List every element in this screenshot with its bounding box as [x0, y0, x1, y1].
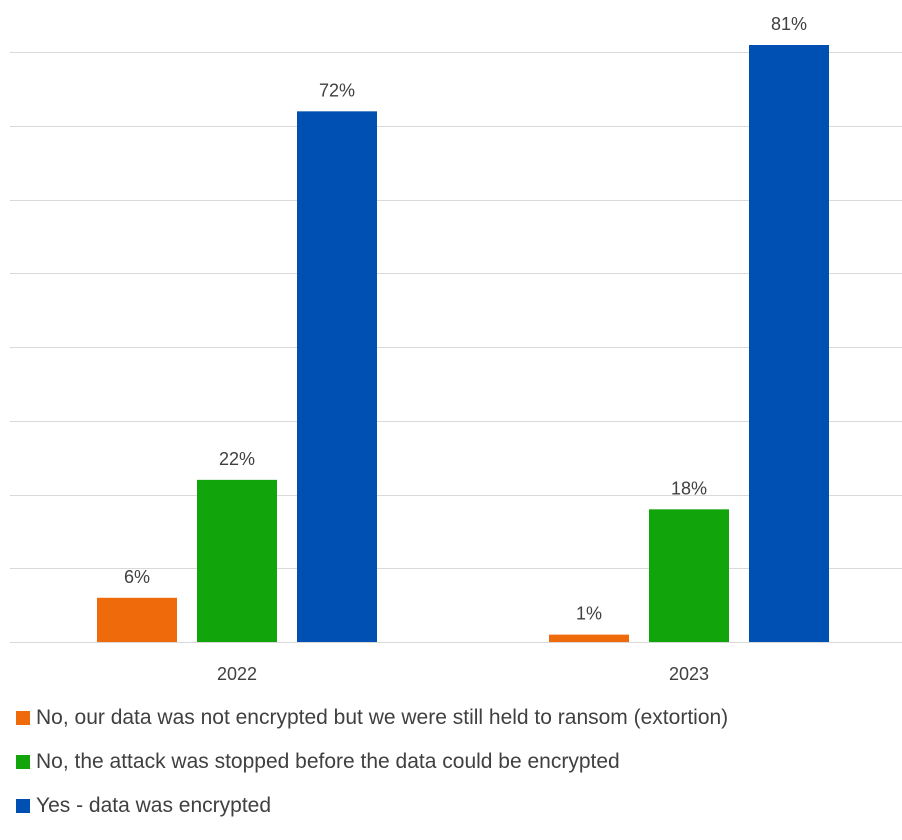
x-axis-tick-labels: 2022 2023	[217, 664, 709, 684]
legend-label-extortion: No, our data was not encrypted but we we…	[36, 706, 729, 729]
x-tick-label-2022: 2022	[217, 664, 257, 684]
data-label-extortion-2022: 6%	[124, 567, 150, 587]
x-tick-label-2023: 2023	[669, 664, 709, 684]
legend-item-stopped: No, the attack was stopped before the da…	[16, 748, 728, 776]
data-label-encrypted-2022: 72%	[319, 80, 355, 100]
legend-label-encrypted: Yes - data was encrypted	[36, 794, 272, 817]
data-labels: 6% 22% 72% 1% 18% 81%	[124, 14, 807, 624]
legend: No, our data was not encrypted but we we…	[16, 704, 728, 836]
bar-encrypted-2023	[749, 45, 829, 642]
legend-item-extortion: No, our data was not encrypted but we we…	[16, 704, 728, 732]
data-label-stopped-2022: 22%	[219, 449, 255, 469]
bar-stopped-2022	[197, 479, 277, 642]
bar-stopped-2023	[649, 509, 729, 642]
bar-encrypted-2022	[297, 111, 377, 643]
legend-item-encrypted: Yes - data was encrypted	[16, 792, 728, 820]
data-label-encrypted-2023: 81%	[771, 14, 807, 34]
legend-label-stopped: No, the attack was stopped before the da…	[36, 750, 620, 773]
bars	[97, 45, 829, 643]
bar-extortion-2022	[97, 597, 177, 642]
bar-extortion-2023	[549, 634, 629, 642]
legend-swatch-encrypted	[16, 799, 30, 813]
legend-swatch-stopped	[16, 755, 30, 769]
data-label-extortion-2023: 1%	[576, 604, 602, 624]
gridlines	[10, 52, 902, 643]
data-label-stopped-2023: 18%	[671, 478, 707, 498]
legend-swatch-extortion	[16, 711, 30, 725]
